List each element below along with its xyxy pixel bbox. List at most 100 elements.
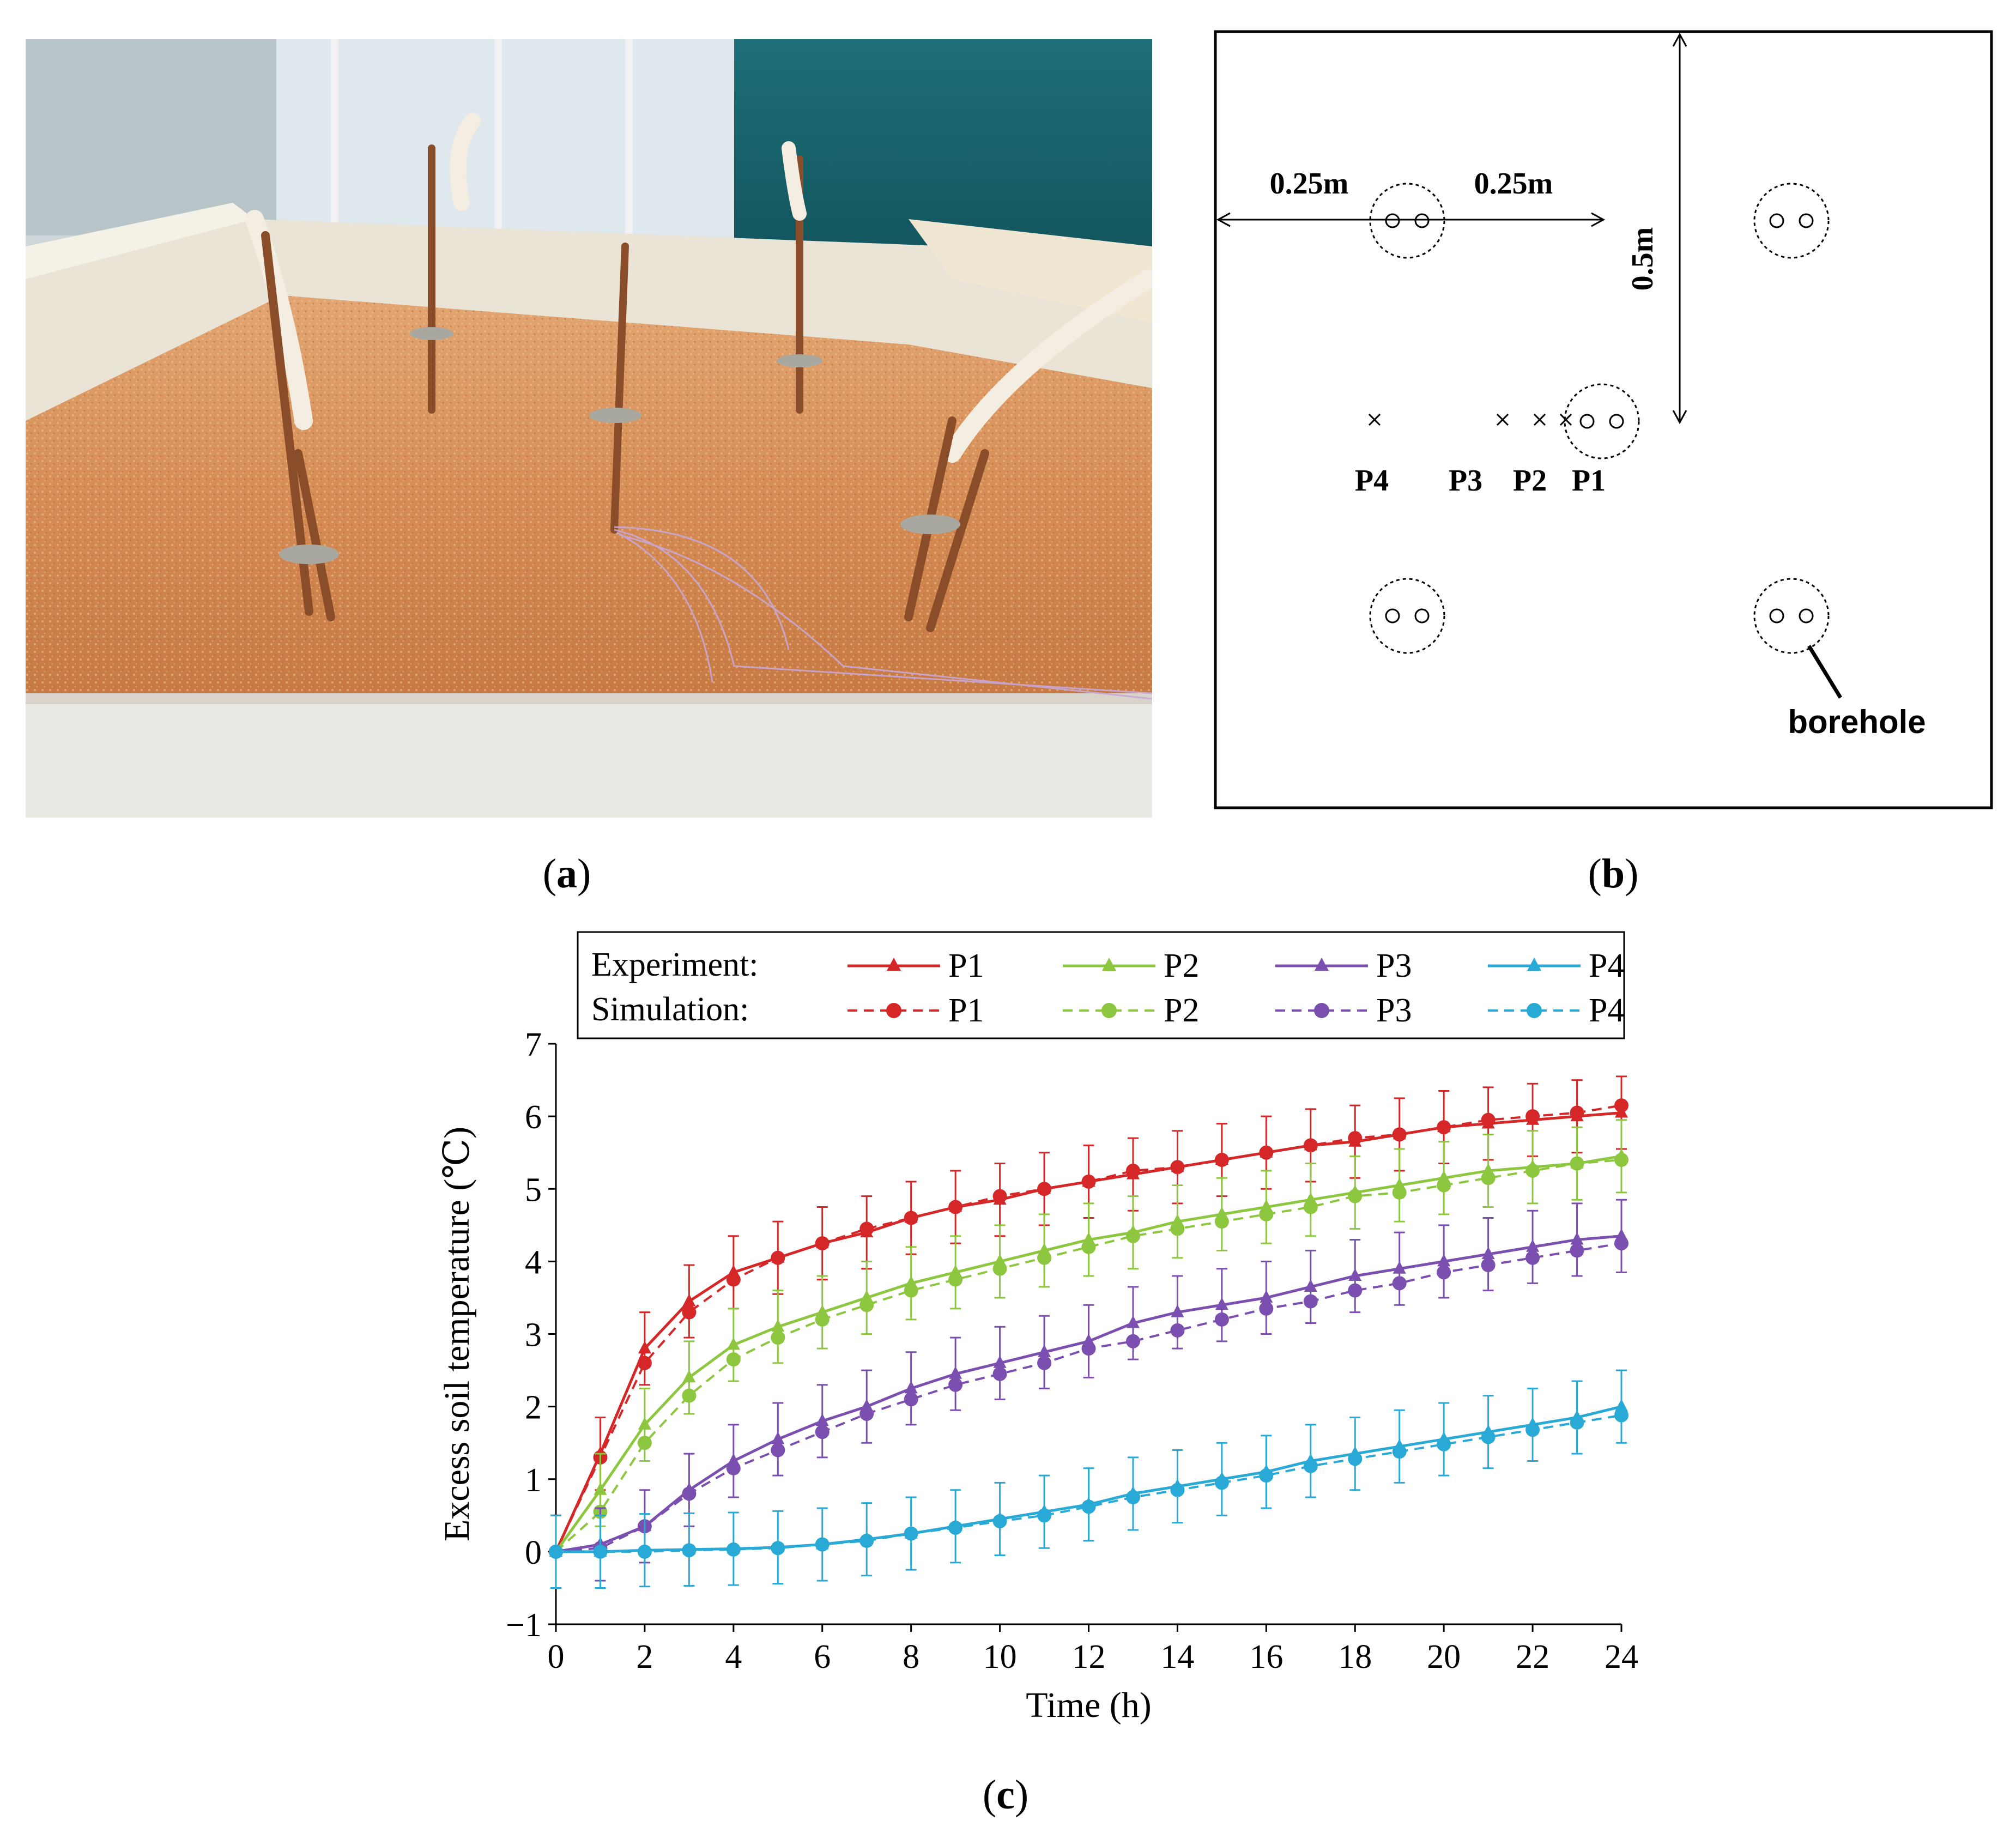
simulation-point (992, 1261, 1007, 1276)
simulation-point (859, 1298, 874, 1312)
simulation-point (1125, 1334, 1140, 1348)
simulation-point (859, 1406, 874, 1421)
experiment-point (993, 1355, 1007, 1368)
point-p4-marker (1368, 413, 1381, 426)
simulation-point (904, 1526, 918, 1541)
simulation-point (1392, 1276, 1407, 1291)
experiment-point (1215, 1297, 1228, 1310)
simulation-point (637, 1356, 652, 1370)
simulation-point (1481, 1430, 1496, 1444)
simulation-point (815, 1425, 830, 1439)
simulation-point (1303, 1294, 1318, 1309)
dim-right-label: 0.25m (1474, 167, 1553, 201)
experiment-point (1171, 1304, 1184, 1317)
y-tick-label: 2 (525, 1389, 542, 1426)
legend-simulation-name: P1 (948, 992, 984, 1029)
simulation-point (1481, 1112, 1496, 1127)
simulation-point (1392, 1127, 1407, 1142)
legend-simulation-name: P2 (1164, 992, 1199, 1029)
simulation-point (948, 1377, 963, 1392)
simulation-point (1170, 1160, 1185, 1175)
simulation-point (1392, 1444, 1407, 1459)
legend-simulation-label: Simulation: (591, 991, 749, 1028)
simulation-point (1570, 1415, 1584, 1430)
y-tick-label: 3 (525, 1317, 542, 1354)
borehole-layout-diagram: 0.25m 0.25m 0.5m (1214, 30, 1993, 809)
simulation-point (1525, 1163, 1540, 1178)
simulation-point (1037, 1250, 1052, 1265)
point-p3-label: P3 (1449, 464, 1482, 498)
experiment-point (1038, 1344, 1051, 1357)
simulation-point (815, 1236, 830, 1251)
simulation-point (1170, 1221, 1185, 1236)
experiment-point (1437, 1254, 1451, 1267)
simulation-point (1570, 1156, 1584, 1171)
simulation-point (637, 1544, 652, 1559)
borehole-bottom-left (1369, 578, 1445, 654)
x-tick-label: 16 (1249, 1638, 1283, 1675)
x-tick-label: 0 (548, 1638, 565, 1675)
domain-boundary (1214, 30, 1993, 809)
simulation-point (948, 1272, 963, 1287)
simulation-point (682, 1305, 697, 1320)
sandbox-photo-illustration (26, 39, 1158, 818)
borehole-center (1564, 383, 1640, 459)
simulation-point (1259, 1301, 1274, 1316)
experiment-point (904, 1381, 918, 1394)
simulation-point (904, 1283, 918, 1298)
simulation-point (1614, 1153, 1628, 1167)
simulation-point (992, 1189, 1007, 1203)
x-tick-label: 4 (725, 1638, 742, 1675)
x-tick-label: 18 (1338, 1638, 1372, 1675)
simulation-point (1437, 1178, 1451, 1193)
simulation-point (1214, 1153, 1229, 1167)
simulation-point (992, 1514, 1007, 1528)
simulation-point (726, 1542, 741, 1557)
simulation-point (682, 1486, 697, 1501)
experiment-point (1570, 1232, 1584, 1245)
simulation-point (1570, 1243, 1584, 1258)
legend-simulation-marker (886, 1003, 901, 1018)
chart-legend: Experiment: Simulation: P1 P1 P2 P2 P3 P3 P4 P4 (577, 931, 1625, 1039)
borehole-label: borehole (1788, 704, 1926, 740)
simulation-point (815, 1537, 830, 1552)
simulation-point (637, 1436, 652, 1450)
simulation-point (549, 1544, 563, 1559)
experiment-point (771, 1431, 785, 1444)
experiment-point (771, 1319, 785, 1332)
experiment-point (682, 1293, 696, 1306)
dim-vertical-label: 0.5m (1626, 227, 1660, 291)
x-tick-label: 12 (1072, 1638, 1106, 1675)
temperature-chart: −1 0 1 2 3 4 5 6 7 0 2 4 6 8 10 12 14 16 18 20 22 24 Experime… (338, 894, 1690, 1761)
legend-box (577, 931, 1625, 1039)
experiment-point (1615, 1399, 1628, 1412)
series-p3 (549, 1199, 1628, 1589)
simulation-point (1259, 1207, 1274, 1221)
simulation-point (1525, 1109, 1540, 1124)
simulation-point (1570, 1105, 1584, 1120)
legend-simulation-marker (1527, 1003, 1542, 1018)
x-tick-label: 24 (1605, 1638, 1638, 1675)
experiment-point (682, 1370, 696, 1383)
y-tick-label: 0 (525, 1534, 542, 1571)
y-axis-label: Excess soil temperature (℃) (437, 1127, 477, 1541)
legend-experiment-name: P1 (948, 947, 984, 984)
simulation-point (1037, 1182, 1052, 1196)
experiment-point (638, 1417, 651, 1430)
simulation-point (1170, 1323, 1185, 1338)
point-p2-marker (1533, 413, 1546, 426)
experiment-point (727, 1337, 740, 1350)
simulation-point (992, 1366, 1007, 1381)
simulation-point (1303, 1138, 1318, 1153)
point-p1-label: P1 (1572, 464, 1606, 498)
simulation-point (1037, 1508, 1052, 1523)
experiment-point (1348, 1268, 1362, 1281)
x-tick-label: 2 (636, 1638, 653, 1675)
simulation-point (1525, 1250, 1540, 1265)
y-tick-label: 1 (525, 1462, 542, 1499)
series-p4 (549, 1369, 1628, 1589)
simulation-point (1437, 1265, 1451, 1280)
simulation-point (1125, 1163, 1140, 1178)
y-tick-label: 6 (525, 1099, 542, 1136)
